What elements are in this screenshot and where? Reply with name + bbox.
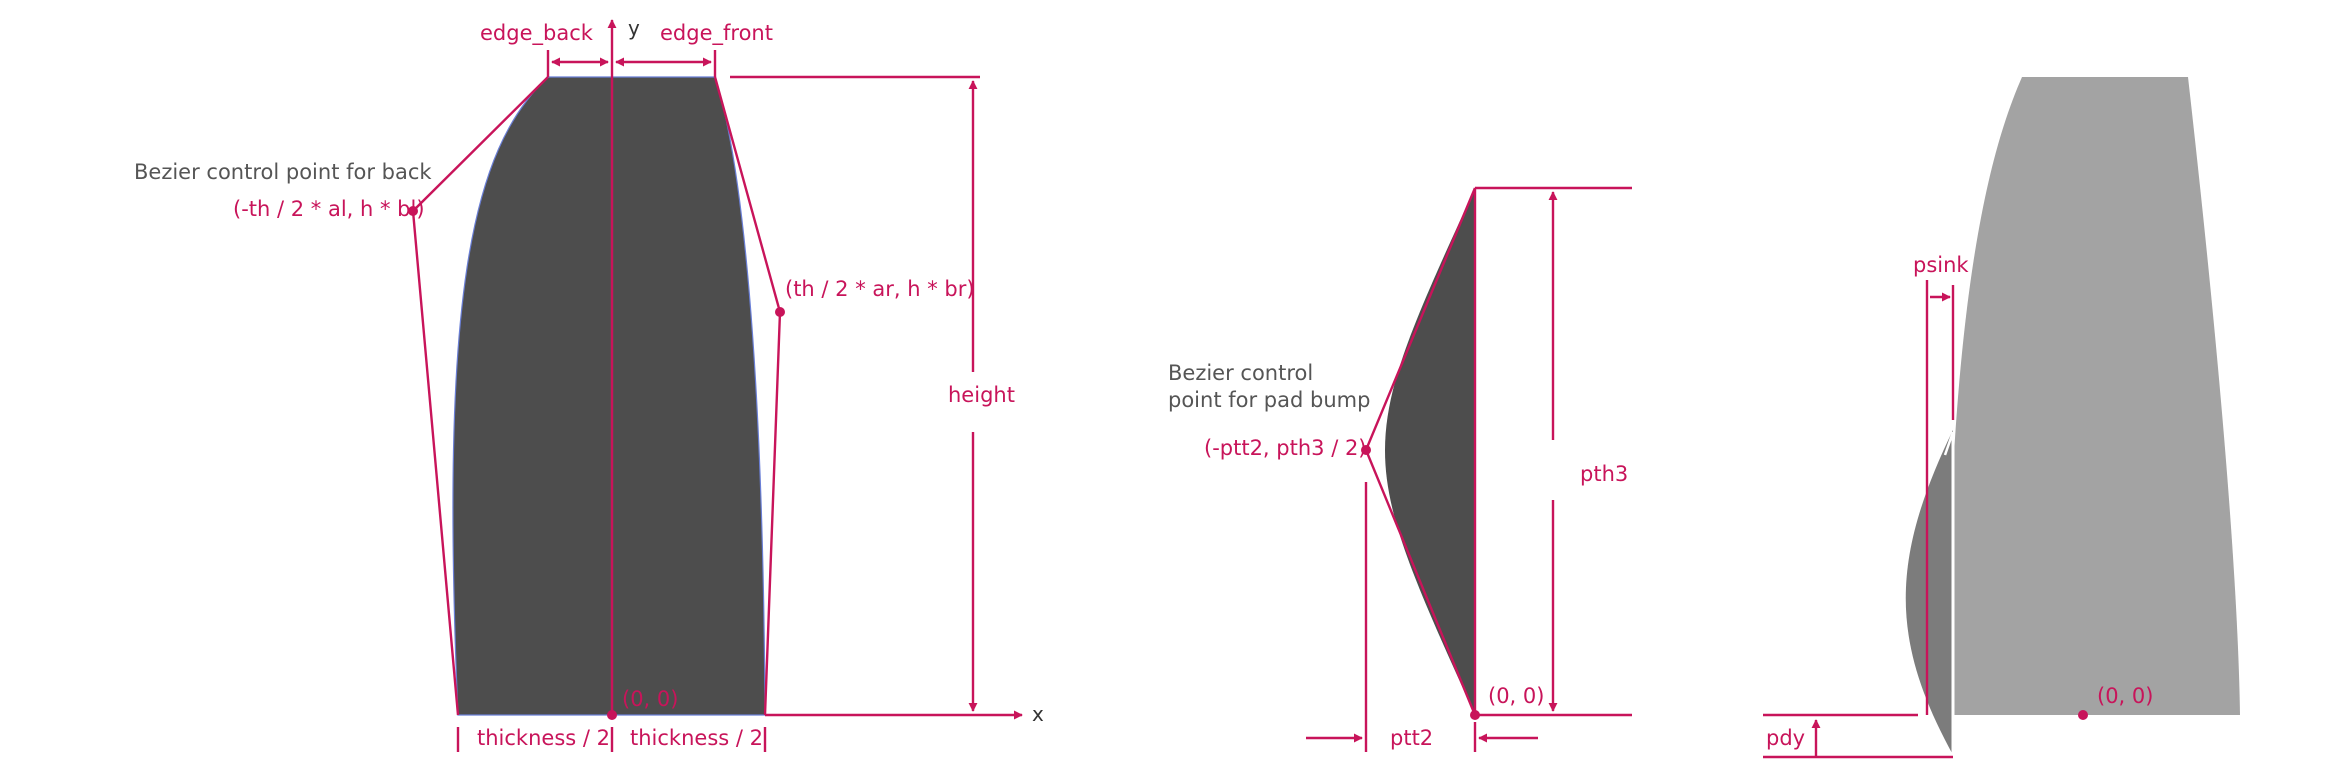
back-control-point-label: (-th / 2 * al, h * bl) [233, 197, 425, 221]
y-axis-label: y [628, 16, 640, 40]
diagram-pad-bump: pth3 ptt2 Bezier control point for pad b… [1168, 186, 1632, 752]
origin-point [607, 710, 617, 720]
pdy-label: pdy [1766, 726, 1805, 750]
pth3-label: pth3 [1580, 462, 1628, 486]
diagram-tooth-profile: y x edge_back edge_front height Bezier c… [134, 16, 1044, 752]
pad-bump-shape [1385, 188, 1475, 715]
front-control-point-label: (th / 2 * ar, h * br) [785, 277, 975, 301]
psink-label: psink [1913, 253, 1969, 277]
back-control-caption: Bezier control point for back [134, 160, 432, 184]
back-control-point [408, 206, 418, 216]
pad-sink-origin-label: (0, 0) [2097, 684, 2153, 708]
origin-label: (0, 0) [622, 687, 678, 711]
thickness-right-label: thickness / 2 [630, 726, 763, 750]
edge-back-label: edge_back [480, 21, 594, 46]
edge-front-label: edge_front [660, 21, 773, 46]
pad-bump-caption-line1: Bezier control [1168, 361, 1313, 385]
pad-sink-inner-diagonal [1943, 431, 1955, 456]
height-label: height [948, 383, 1015, 407]
pad-bump-origin-label: (0, 0) [1488, 684, 1544, 708]
pad-bump-control-point [1361, 445, 1371, 455]
tooth-shape [452, 76, 766, 716]
diagram-pad-sink: psink pdy (0, 0) [1763, 77, 2240, 759]
tooth-light-shape [1947, 77, 2240, 715]
pad-sink-origin-point [2078, 710, 2088, 720]
front-control-point [775, 307, 785, 317]
ptt2-label: ptt2 [1390, 726, 1433, 750]
pad-bump-caption-line2: point for pad bump [1168, 388, 1370, 412]
pad-sink-shape [1905, 430, 1953, 755]
x-axis-label: x [1032, 702, 1044, 726]
thickness-left-label: thickness / 2 [477, 726, 610, 750]
pad-bump-control-point-label: (-ptt2, pth3 / 2) [1204, 436, 1367, 460]
